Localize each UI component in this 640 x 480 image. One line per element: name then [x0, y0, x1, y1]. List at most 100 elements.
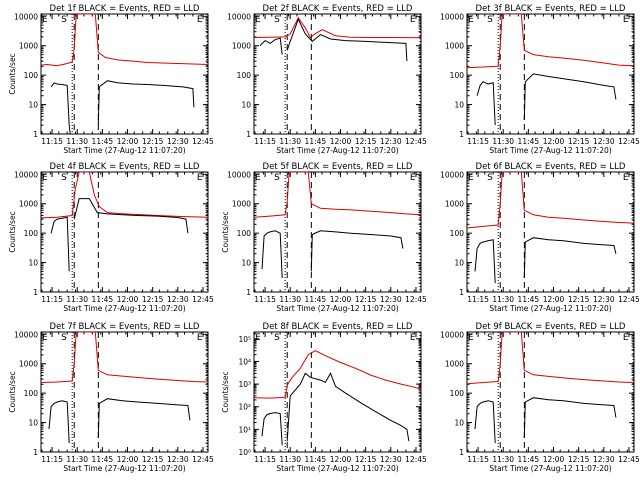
events-series-line — [261, 412, 283, 446]
x-tick-label: 12:00 — [117, 295, 139, 304]
panel-det-8: Det 8f BLACK = Events, RED = LLD 10⁰ 10¹ 10… — [221, 322, 427, 473]
events-series-line — [259, 37, 283, 55]
x-tick-label: 11:45 — [518, 295, 540, 304]
y-tick-label: 10⁴ — [238, 357, 251, 366]
events-series-line — [310, 230, 404, 272]
lld-series-line — [254, 16, 421, 39]
x-tick-label: 11:15 — [254, 137, 276, 146]
panel-title: Det 3f BLACK = Events, RED = LLD — [476, 4, 626, 14]
y-tick-label: 10² — [238, 403, 251, 412]
x-tick-label: 12:30 — [380, 455, 402, 464]
x-tick-label: 11:30 — [66, 295, 88, 304]
y-tick-label: 1000 — [232, 42, 251, 51]
x-tick-label: 12:15 — [355, 137, 377, 146]
x-tick-label: 12:30 — [380, 295, 402, 304]
y-tick-label: 1 — [33, 130, 38, 139]
lld-series-line — [254, 172, 421, 218]
panel-title: Det 5f BLACK = Events, RED = LLD — [263, 162, 413, 172]
x-tick-label: 12:00 — [543, 137, 565, 146]
flag-label: E — [468, 333, 474, 343]
events-series-line — [50, 82, 71, 134]
x-tick-label: 12:00 — [330, 137, 352, 146]
flag-label: E — [623, 333, 629, 343]
panel-title: Det 2f BLACK = Events, RED = LLD — [263, 4, 413, 14]
y-tick-label: 100 — [237, 71, 252, 80]
x-tick-label: 12:45 — [618, 137, 640, 146]
lld-series-line — [254, 350, 421, 399]
y-tick-label: 100 — [24, 71, 39, 80]
x-tick-label: 11:45 — [305, 137, 327, 146]
flag-label: E — [42, 333, 48, 343]
x-tick-label: 12:30 — [167, 455, 189, 464]
y-tick-label: 10000 — [440, 170, 464, 179]
x-tick-label: 11:15 — [41, 137, 63, 146]
x-tick-label: 11:30 — [279, 295, 301, 304]
events-series-line — [48, 400, 70, 444]
flag-label: S — [274, 15, 280, 25]
x-axis-label: Start Time (27-Aug-12 11:07:20) — [276, 304, 398, 313]
events-series-line — [523, 237, 617, 279]
x-tick-label: 12:15 — [568, 137, 590, 146]
y-axis-label: Counts/sec — [221, 211, 230, 252]
x-tick-label: 12:45 — [618, 455, 640, 464]
x-tick-label: 11:30 — [66, 455, 88, 464]
y-tick-label: 10⁵ — [238, 335, 251, 344]
x-axis-label: Start Time (27-Aug-12 11:07:20) — [489, 304, 611, 313]
y-tick-label: 10 — [28, 259, 38, 268]
x-tick-label: 11:30 — [66, 137, 88, 146]
y-tick-label: 10000 — [14, 170, 38, 179]
x-tick-label: 12:15 — [568, 295, 590, 304]
x-tick-label: 12:15 — [355, 455, 377, 464]
x-tick-label: 12:00 — [330, 455, 352, 464]
panel-title: Det 1f BLACK = Events, RED = LLD — [50, 4, 200, 14]
y-tick-label: 1000 — [19, 360, 38, 369]
x-tick-label: 12:15 — [568, 455, 590, 464]
y-tick-label: 100 — [237, 229, 252, 238]
plot-frame — [253, 331, 422, 453]
flag-label: S — [274, 333, 280, 343]
x-tick-label: 12:00 — [117, 137, 139, 146]
flag-label: E — [623, 173, 629, 183]
x-tick-label: 12:00 — [330, 295, 352, 304]
y-tick-label: 10000 — [440, 330, 464, 339]
flag-label: E — [197, 333, 203, 343]
x-tick-label: 11:45 — [518, 137, 540, 146]
y-tick-label: 10 — [28, 101, 38, 110]
x-tick-label: 11:45 — [518, 455, 540, 464]
y-tick-label: 1000 — [19, 42, 38, 51]
y-tick-label: 10000 — [14, 12, 38, 21]
x-tick-label: 12:45 — [192, 137, 214, 146]
events-series-line — [97, 80, 195, 126]
y-tick-label: 100 — [450, 389, 465, 398]
y-tick-label: 10 — [454, 101, 464, 110]
y-tick-label: 10 — [241, 259, 251, 268]
y-tick-label: 1000 — [232, 200, 251, 209]
plot-frame — [466, 13, 635, 135]
x-tick-label: 12:30 — [167, 295, 189, 304]
y-tick-label: 10 — [241, 101, 251, 110]
y-tick-label: 100 — [450, 229, 465, 238]
x-tick-label: 11:30 — [492, 295, 514, 304]
x-tick-label: 12:45 — [405, 137, 427, 146]
lld-series-line — [41, 14, 208, 67]
y-tick-label: 10³ — [238, 380, 251, 389]
x-axis-label: Start Time (27-Aug-12 11:07:20) — [276, 464, 398, 473]
lld-series-line — [467, 172, 634, 229]
y-tick-label: 10 — [28, 419, 38, 428]
x-tick-label: 12:15 — [142, 295, 164, 304]
x-tick-label: 11:15 — [41, 295, 63, 304]
events-series-line — [261, 230, 283, 279]
y-tick-label: 10000 — [440, 12, 464, 21]
panel-title: Det 9f BLACK = Events, RED = LLD — [476, 322, 626, 332]
x-tick-label: 11:15 — [467, 455, 489, 464]
plot-frame — [40, 331, 209, 453]
x-tick-label: 12:45 — [192, 455, 214, 464]
x-tick-label: 12:30 — [380, 137, 402, 146]
x-tick-label: 11:15 — [254, 455, 276, 464]
x-axis-label: Start Time (27-Aug-12 11:07:20) — [489, 464, 611, 473]
x-tick-label: 12:00 — [117, 455, 139, 464]
x-tick-label: 12:45 — [405, 295, 427, 304]
flag-label: E — [255, 333, 261, 343]
plot-frame — [40, 13, 209, 135]
